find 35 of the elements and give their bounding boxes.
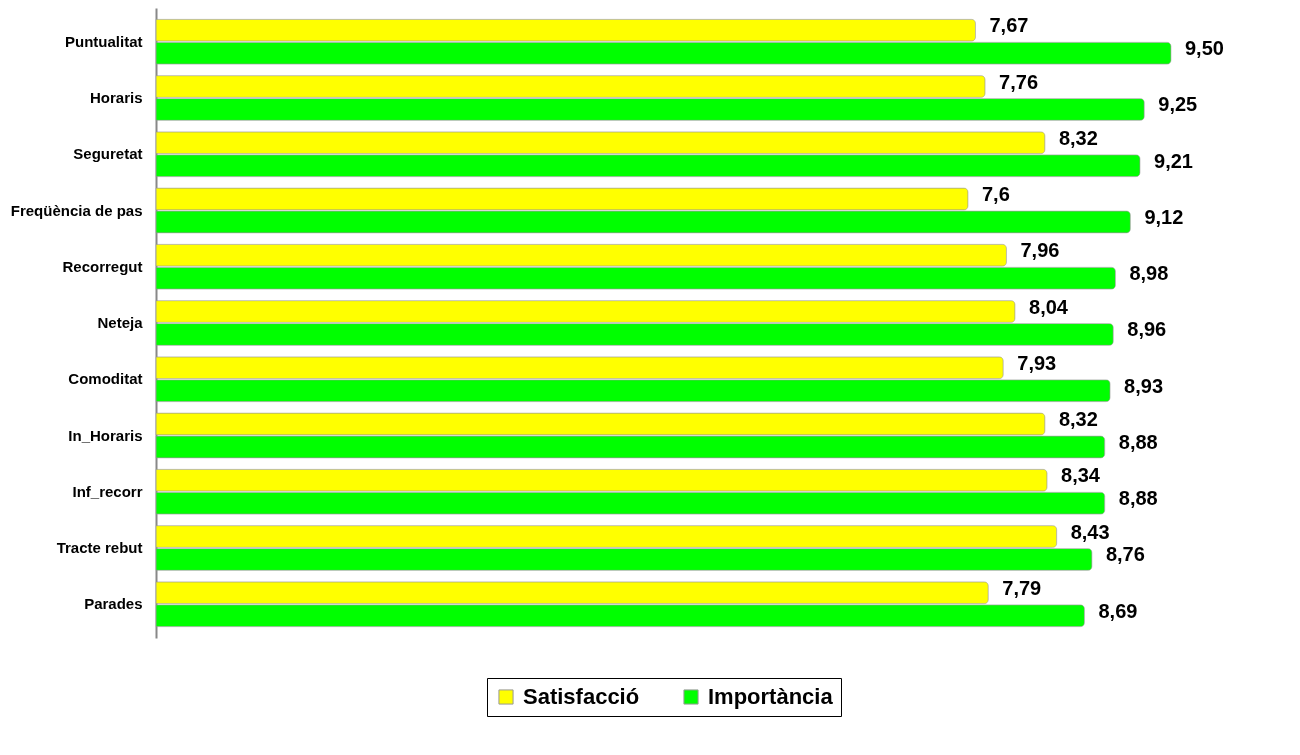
data-label: 7,96: [1020, 239, 1060, 262]
y-tick-label: Parades: [84, 595, 143, 613]
y-tick-label: Neteja: [97, 314, 144, 331]
data-label: 8,34: [1061, 464, 1101, 487]
data-label: 8,69: [1098, 599, 1138, 622]
data-label: 8,88: [1118, 487, 1158, 510]
data-label: 7,79: [1002, 576, 1042, 599]
data-label: 9,21: [1154, 149, 1193, 172]
data-label: 8,04: [1029, 295, 1069, 318]
y-tick-label: Recorregut: [62, 257, 143, 275]
data-label: 8,76: [1105, 543, 1145, 566]
y-tick-label: Freqüència de pas: [10, 201, 143, 219]
data-label: 7,67: [989, 14, 1029, 37]
y-tick-label: Comoditat: [68, 370, 143, 388]
data-label: 7,6: [982, 183, 1010, 206]
legend-label: Importància: [708, 684, 834, 709]
y-tick-label: Inf_recorr: [72, 482, 143, 500]
y-tick-label: Seguretat: [73, 145, 143, 163]
data-label: 9,12: [1144, 205, 1184, 228]
y-tick-label: Puntualitat: [65, 32, 143, 50]
data-label: 8,93: [1124, 374, 1164, 397]
data-label: 9,50: [1185, 37, 1224, 60]
data-label: 8,32: [1058, 126, 1098, 149]
data-label: 8,98: [1129, 262, 1169, 285]
data-label: 7,76: [999, 70, 1039, 93]
data-label: 8,96: [1127, 318, 1167, 341]
y-tick-label: Tracte rebut: [56, 539, 143, 556]
data-label: 8,88: [1118, 430, 1158, 453]
y-tick-label: Horaris: [89, 89, 143, 106]
data-label: 9,25: [1158, 93, 1198, 116]
y-tick-label: In_Horaris: [68, 426, 143, 444]
legend-label: Satisfacció: [523, 684, 640, 709]
data-label: 7,93: [1017, 351, 1057, 374]
data-label: 8,32: [1058, 408, 1098, 431]
data-label: 8,43: [1070, 520, 1110, 543]
